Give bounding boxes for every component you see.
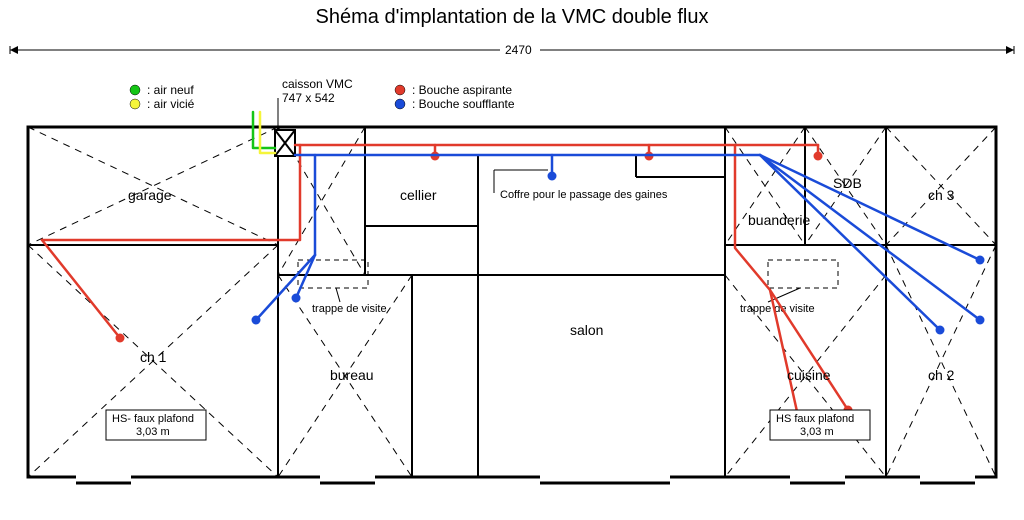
svg-text:bureau: bureau	[330, 367, 374, 383]
svg-text:ch 2: ch 2	[928, 367, 955, 383]
svg-text:SDB: SDB	[833, 175, 862, 191]
svg-text:trappe de visite: trappe de visite	[740, 303, 815, 315]
svg-text:HS faux plafond: HS faux plafond	[776, 413, 854, 425]
svg-text:ch 3: ch 3	[928, 187, 955, 203]
svg-text:cellier: cellier	[400, 187, 437, 203]
svg-text:Coffre pour le passage des gai: Coffre pour le passage des gaines	[500, 189, 668, 201]
svg-text:: air vicié: : air vicié	[147, 97, 195, 111]
svg-text:: air neuf: : air neuf	[147, 83, 194, 97]
svg-text:ch 1: ch 1	[140, 349, 167, 365]
svg-text:3,03 m: 3,03 m	[136, 426, 170, 438]
svg-text:747 x 542: 747 x 542	[282, 91, 335, 105]
svg-text:trappe de visite: trappe de visite	[312, 303, 387, 315]
svg-text:3,03 m: 3,03 m	[800, 426, 834, 438]
svg-text:: Bouche soufflante: : Bouche soufflante	[412, 97, 515, 111]
floorplan-svg: 2470 : air neuf: air vicié : Bouche aspira…	[0, 0, 1024, 520]
svg-text:garage: garage	[128, 187, 172, 203]
svg-text:salon: salon	[570, 322, 603, 338]
svg-text:caisson VMC: caisson VMC	[282, 77, 353, 91]
svg-text:2470: 2470	[505, 43, 532, 57]
svg-text:cuisine: cuisine	[787, 367, 831, 383]
svg-text:: Bouche aspirante: : Bouche aspirante	[412, 83, 512, 97]
svg-text:buanderie: buanderie	[748, 212, 810, 228]
svg-text:HS- faux plafond: HS- faux plafond	[112, 413, 194, 425]
